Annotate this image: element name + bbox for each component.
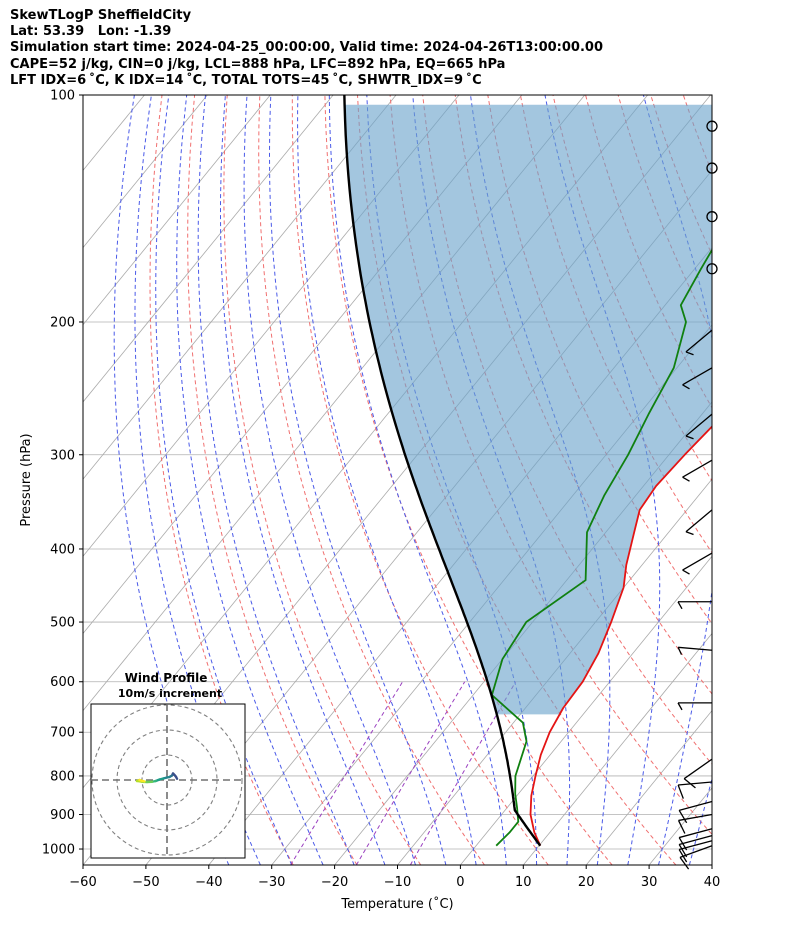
- wind-barb-shaft: [678, 828, 713, 839]
- wind-barb-flag: [677, 702, 683, 711]
- cape-shading: [344, 104, 712, 715]
- dry-adiabat: [749, 95, 794, 865]
- wind-barb-flag: [678, 849, 688, 863]
- x-tick-label: 30: [641, 875, 658, 890]
- calm-wind-circle: [706, 263, 718, 275]
- chart-title-line-4: CAPE=52 j/kg, CIN=0 j/kg, LCL=888 hPa, L…: [10, 57, 506, 72]
- moist-adiabat: [243, 95, 416, 865]
- moist-adiabat: [470, 95, 611, 865]
- x-tick-label: 0: [456, 875, 464, 890]
- wind-barb-flag: [682, 384, 690, 390]
- x-tick-label: −20: [321, 875, 348, 890]
- wind-barb-shaft: [685, 509, 713, 533]
- isotherm-line: [522, 632, 712, 865]
- y-tick-label: 1000: [42, 843, 75, 858]
- x-tick-label: −10: [384, 875, 411, 890]
- y-axis-label: Pressure (hPa): [19, 433, 34, 526]
- dry-adiabat: [716, 95, 794, 865]
- moist-adiabat: [297, 95, 477, 865]
- temperature-profile-line: [529, 425, 712, 847]
- wind-barb-shaft: [682, 367, 713, 386]
- wind-barb-shaft: [683, 758, 713, 780]
- calm-wind-circle: [706, 162, 718, 174]
- hodograph-trace-segment: [138, 778, 146, 783]
- isotherm-line: [83, 95, 397, 480]
- dewpoint-profile-line: [491, 248, 712, 847]
- wind-barb-flag: [679, 856, 690, 870]
- dry-adiabat: [291, 95, 549, 865]
- chart-title-line-3: Simulation start time: 2024-04-25_00:00:…: [10, 40, 603, 55]
- x-tick-label: −50: [132, 875, 159, 890]
- wind-barb-flag: [677, 601, 683, 610]
- moist-adiabat: [268, 95, 447, 865]
- y-tick-label: 300: [50, 448, 75, 463]
- isotherm-line: [0, 95, 82, 865]
- isotherm-line: [83, 95, 334, 403]
- plot-area: [0, 95, 794, 865]
- wind-barb-flag: [683, 778, 696, 789]
- wind-barb-flag: [685, 531, 694, 536]
- moist-adiabat: [220, 95, 386, 865]
- wind-barb-flag: [677, 820, 686, 834]
- moist-adiabat: [197, 95, 355, 865]
- hodograph-subtitle: 10m/s increment: [118, 687, 222, 700]
- wind-barb-shaft: [678, 781, 713, 786]
- dry-adiabat: [781, 95, 794, 865]
- wind-barb-flag: [682, 569, 690, 575]
- chart-title-line-1: SkewTLogP SheffieldCity: [10, 8, 192, 23]
- hodograph-title: Wind Profile: [125, 671, 208, 685]
- isotherm-line: [711, 864, 712, 865]
- x-axis-label: Temperature (˚C): [340, 896, 453, 912]
- chart-title-line-5: LFT IDX=6 ˚C, K IDX=14 ˚C, TOTAL TOTS=45…: [10, 73, 482, 88]
- wind-barb-shaft: [678, 835, 713, 846]
- wind-barb-flag: [677, 647, 683, 655]
- wind-barb-shaft: [685, 413, 713, 437]
- y-tick-label: 900: [50, 808, 75, 823]
- chart-title-line-2: Lat: 53.39 Lon: -1.39: [10, 24, 172, 39]
- mixing-ratio-line: [290, 681, 404, 865]
- x-tick-label: 40: [704, 875, 721, 890]
- parcel-path-line: [343, 95, 542, 847]
- wind-barb-flag: [678, 844, 688, 858]
- dry-adiabat: [187, 95, 358, 865]
- wind-barb-flag: [677, 784, 684, 799]
- y-tick-label: 400: [50, 542, 75, 557]
- wind-barb-shaft: [682, 552, 713, 571]
- dry-adiabat: [389, 95, 712, 836]
- wind-barb-shaft: [682, 459, 713, 478]
- wind-barb-shaft: [685, 329, 713, 353]
- calm-wind-circle: [706, 120, 718, 132]
- x-tick-label: −60: [69, 875, 96, 890]
- x-tick-label: −30: [258, 875, 285, 890]
- moist-adiabat: [176, 95, 324, 865]
- x-tick-label: −40: [195, 875, 222, 890]
- x-tick-label: 20: [578, 875, 595, 890]
- dry-adiabat: [324, 95, 613, 865]
- isotherm-line: [83, 95, 208, 249]
- isotherm-line: [585, 710, 712, 865]
- mixing-ratio-line: [355, 681, 466, 865]
- wind-barb-flag: [685, 435, 694, 440]
- wind-barb-shaft: [678, 840, 713, 851]
- wind-barb-shaft: [678, 646, 713, 651]
- calm-wind-circle: [706, 211, 718, 223]
- wind-barb-shaft: [678, 800, 713, 811]
- isotherm-line: [460, 555, 712, 865]
- wind-barb-flag: [678, 809, 688, 824]
- y-tick-label: 600: [50, 675, 75, 690]
- y-tick-label: 100: [50, 89, 75, 104]
- wind-barb-flag: [682, 476, 690, 482]
- x-tick-label: 10: [515, 875, 532, 890]
- wind-barb-flag: [685, 351, 694, 356]
- isotherm-line: [775, 95, 794, 865]
- wind-barb-flag: [678, 837, 688, 851]
- dry-adiabat: [258, 95, 485, 865]
- y-tick-label: 500: [50, 616, 75, 631]
- isotherm-line: [83, 95, 271, 326]
- moist-adiabat: [155, 95, 293, 865]
- y-tick-label: 800: [50, 769, 75, 784]
- y-tick-label: 200: [50, 315, 75, 330]
- y-tick-label: 700: [50, 726, 75, 741]
